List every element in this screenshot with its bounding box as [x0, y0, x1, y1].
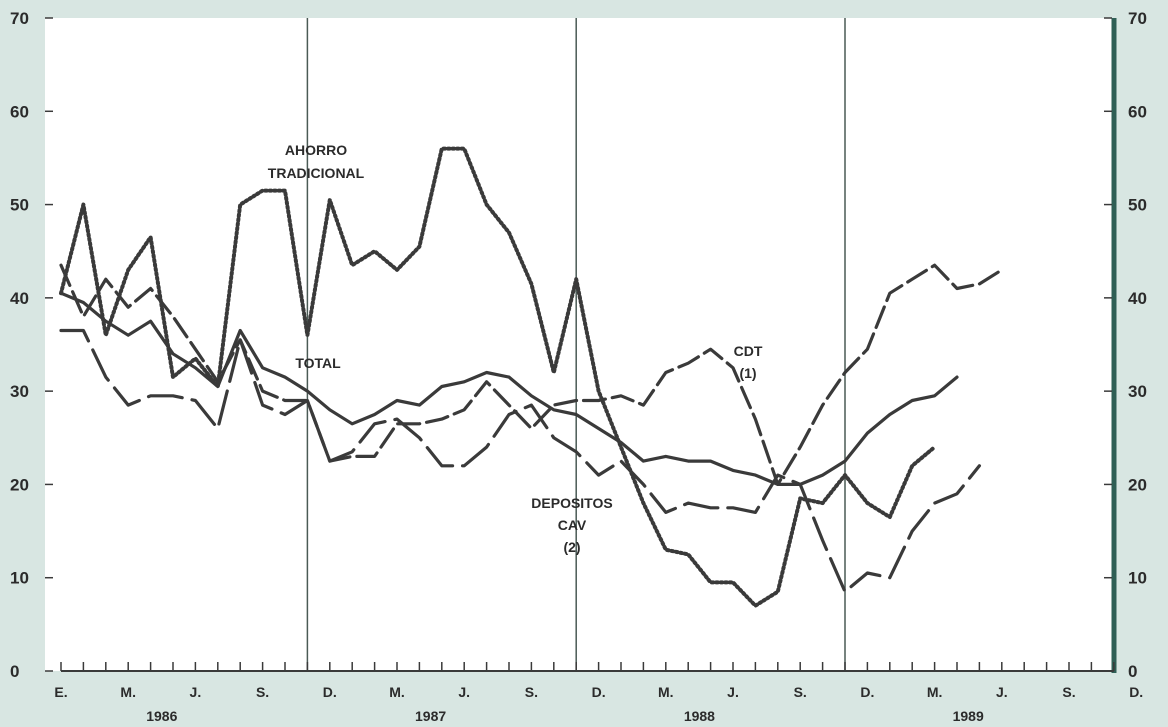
x-tick-label: M.: [389, 684, 405, 700]
y-tick-label-right: 10: [1128, 569, 1147, 588]
annotation-ahorro: AHORRO: [285, 142, 347, 158]
y-tick-label-right: 70: [1128, 9, 1147, 28]
y-tick-label-right: 30: [1128, 382, 1147, 401]
x-tick-label: J.: [190, 684, 202, 700]
x-tick-label: J.: [996, 684, 1008, 700]
y-tick-label-left: 40: [10, 289, 29, 308]
x-tick-label: D.: [592, 684, 606, 700]
year-label: 1989: [953, 708, 984, 724]
x-tick-label: M.: [120, 684, 136, 700]
y-tick-label-right: 20: [1128, 475, 1147, 494]
x-tick-label: S.: [256, 684, 269, 700]
annotation-cdt: (1): [739, 365, 756, 381]
annotation-cdt: CDT: [734, 343, 763, 359]
x-tick-label: E.: [54, 684, 67, 700]
x-tick-label: D.: [1129, 684, 1143, 700]
y-tick-label-left: 20: [10, 475, 29, 494]
y-tick-label-right: 50: [1128, 196, 1147, 215]
x-tick-label: M.: [658, 684, 674, 700]
year-label: 1986: [146, 708, 177, 724]
x-tick-label: J.: [727, 684, 739, 700]
y-tick-label-left: 10: [10, 569, 29, 588]
x-tick-label: S.: [525, 684, 538, 700]
x-tick-label: D.: [323, 684, 337, 700]
y-tick-label-left: 70: [10, 9, 29, 28]
y-tick-label-left: 60: [10, 102, 29, 121]
y-tick-label-right: 0: [1128, 662, 1137, 681]
annotation-depositos: DEPOSITOS: [531, 495, 612, 511]
x-tick-label: M.: [927, 684, 943, 700]
year-label: 1988: [684, 708, 715, 724]
x-tick-label: S.: [794, 684, 807, 700]
annotation-total: TOTAL: [295, 355, 341, 371]
y-tick-label-right: 60: [1128, 102, 1147, 121]
y-tick-label-left: 50: [10, 196, 29, 215]
annotation-depositos: (2): [563, 539, 580, 555]
y-tick-label-left: 0: [10, 662, 19, 681]
x-tick-label: J.: [458, 684, 470, 700]
y-tick-label-left: 30: [10, 382, 29, 401]
series-line-long-dash: [59, 263, 1004, 486]
annotation-ahorro: TRADICIONAL: [268, 165, 365, 181]
series-line-solid: [59, 291, 959, 486]
series-line-dash: [59, 328, 982, 594]
annotation-depositos: CAV: [558, 517, 587, 533]
plot-area: [45, 18, 1112, 671]
x-tick-label: D.: [860, 684, 874, 700]
x-tick-label: S.: [1062, 684, 1075, 700]
year-label: 1987: [415, 708, 446, 724]
series-line-dotted: [59, 146, 937, 608]
y-tick-label-right: 40: [1128, 289, 1147, 308]
